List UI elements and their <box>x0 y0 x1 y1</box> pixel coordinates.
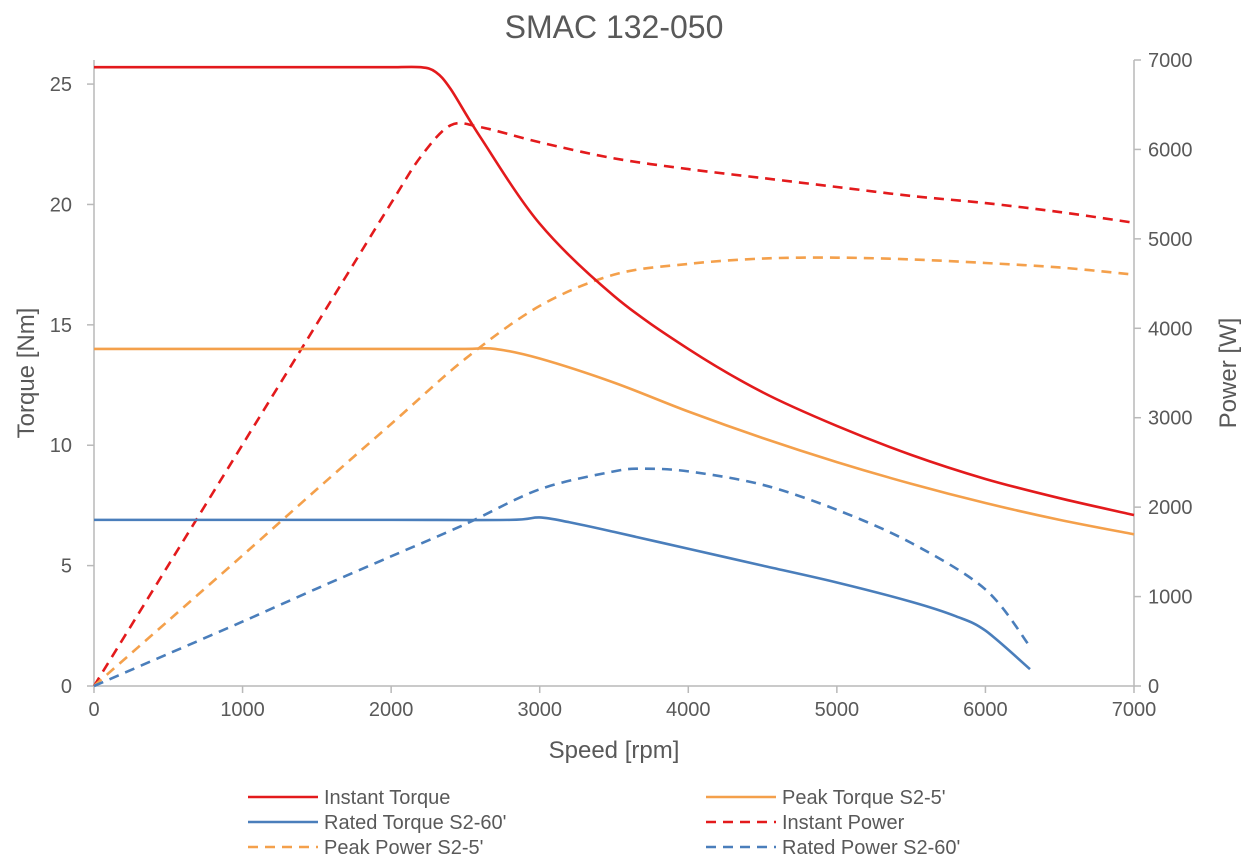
series-line-instant-power <box>92 121 1135 687</box>
y-tick-label: 20 <box>50 194 72 216</box>
y-tick-label: 10 <box>50 435 72 457</box>
y-tick-label: 25 <box>50 74 72 96</box>
legend-label: Peak Power S2-5' <box>324 837 483 859</box>
y2-tick-label: 2000 <box>1148 497 1193 519</box>
legend-item: Peak Power S2-5' <box>248 837 483 859</box>
legend-item: Instant Torque <box>248 787 450 809</box>
y2-tick-label: 4000 <box>1148 318 1193 340</box>
series-line-instant-torque <box>94 65 1135 517</box>
y2-axis-title: Power [W] <box>1215 318 1242 429</box>
legend-label: Peak Torque S2-5' <box>782 787 946 809</box>
legend-label: Rated Torque S2-60' <box>324 812 506 834</box>
x-tick-label: 0 <box>88 699 99 721</box>
series-line-peak-power-s2-5 <box>93 256 1135 687</box>
legend-label: Rated Power S2-60' <box>782 837 960 859</box>
y-tick-label: 15 <box>50 315 72 337</box>
y-axis-title: Torque [Nm] <box>13 308 40 439</box>
series-line-peak-torque-s2-5 <box>94 346 1135 536</box>
legend-item: Peak Torque S2-5' <box>706 787 946 809</box>
legend-label: Instant Power <box>782 812 905 834</box>
y2-tick-label: 1000 <box>1148 587 1193 609</box>
series-line-rated-power-s2-60 <box>93 467 1032 688</box>
legend-item: Instant Power <box>706 812 905 834</box>
y2-tick-label: 7000 <box>1148 50 1193 72</box>
axes-layer: 0 1000 2000 3000 4000 5000 6000 700005101520250… <box>50 50 1193 721</box>
x-tick-label: 4000 <box>666 699 711 721</box>
x-tick-label: 6000 <box>963 699 1008 721</box>
x-axis-title: Speed [rpm] <box>549 737 680 764</box>
chart-title: SMAC 132-050 <box>505 9 724 45</box>
series-line-rated-torque-s2-60 <box>93 516 1031 671</box>
x-tick-label: 7000 <box>1112 699 1157 721</box>
legend-label: Instant Torque <box>324 787 450 809</box>
y-tick-label: 0 <box>61 676 72 698</box>
x-tick-label: 1000 <box>220 699 265 721</box>
y2-tick-label: 5000 <box>1148 229 1193 251</box>
x-tick-label: 3000 <box>517 699 562 721</box>
x-tick-label: 2000 <box>369 699 414 721</box>
series-layer <box>92 65 1135 688</box>
legend-item: Rated Torque S2-60' <box>248 812 506 834</box>
legend-item: Rated Power S2-60' <box>706 837 960 859</box>
y-tick-label: 5 <box>61 556 72 578</box>
legend: Instant Torque Peak Torque S2-5' Rated Tor… <box>248 787 960 859</box>
y2-tick-label: 3000 <box>1148 408 1193 430</box>
y2-tick-label: 6000 <box>1148 139 1193 161</box>
x-tick-label: 5000 <box>815 699 860 721</box>
y2-tick-label: 0 <box>1148 676 1159 698</box>
